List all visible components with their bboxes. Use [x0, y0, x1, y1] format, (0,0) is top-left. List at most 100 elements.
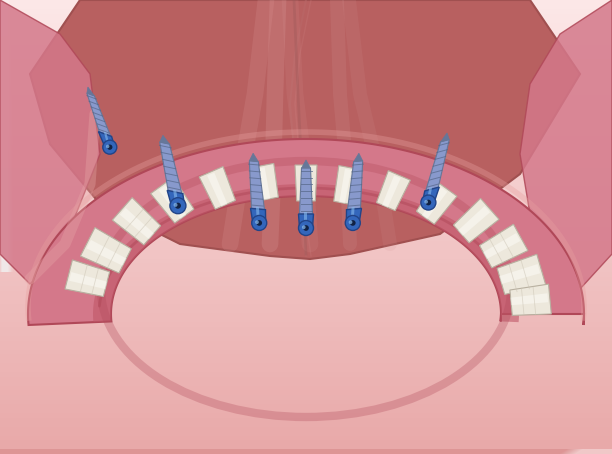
Circle shape: [303, 225, 309, 231]
Polygon shape: [86, 240, 126, 266]
Bar: [0, 186, 612, 191]
Circle shape: [421, 195, 436, 210]
Bar: [0, 241, 612, 245]
Bar: [0, 236, 612, 241]
Bar: [0, 272, 612, 277]
Bar: [1, 0, 9, 272]
Bar: [6, 0, 13, 272]
Bar: [0, 0, 612, 3]
Bar: [0, 281, 612, 286]
Polygon shape: [151, 177, 194, 223]
Bar: [1, 0, 9, 272]
Bar: [0, 286, 612, 291]
Polygon shape: [422, 187, 439, 204]
Bar: [0, 0, 612, 4]
Bar: [6, 0, 14, 272]
Bar: [7, 0, 15, 272]
Bar: [0, 0, 612, 2]
Bar: [3, 0, 11, 272]
Bar: [0, 259, 612, 263]
Bar: [0, 64, 612, 68]
Bar: [4, 0, 12, 272]
Bar: [0, 0, 612, 4]
Bar: [0, 86, 612, 91]
Bar: [0, 0, 612, 1]
Bar: [0, 45, 612, 50]
Bar: [7, 0, 15, 272]
Bar: [3, 0, 11, 272]
Bar: [2, 0, 10, 272]
Bar: [0, 268, 612, 272]
Bar: [0, 145, 612, 150]
Bar: [0, 0, 612, 5]
Bar: [0, 0, 612, 5]
Polygon shape: [483, 233, 520, 259]
Bar: [4, 0, 12, 272]
Bar: [2, 0, 10, 272]
Bar: [0, 0, 612, 2]
Bar: [5, 0, 12, 272]
Bar: [1, 0, 9, 272]
Bar: [0, 0, 612, 5]
Bar: [2, 0, 10, 272]
Bar: [0, 136, 612, 141]
Polygon shape: [173, 189, 178, 204]
Bar: [0, 0, 612, 5]
Bar: [2, 0, 10, 272]
Bar: [0, 14, 612, 18]
Bar: [0, 254, 612, 259]
Polygon shape: [416, 181, 457, 224]
Polygon shape: [479, 224, 528, 268]
Bar: [0, 0, 612, 3]
Polygon shape: [80, 227, 132, 273]
Bar: [0, 23, 612, 27]
Bar: [0, 0, 612, 2]
Bar: [0, 377, 612, 381]
Bar: [0, 413, 612, 418]
Bar: [6, 0, 13, 272]
Bar: [0, 150, 612, 154]
Bar: [0, 0, 612, 1]
Bar: [1, 0, 9, 272]
Bar: [0, 0, 612, 5]
Polygon shape: [382, 175, 401, 207]
Bar: [0, 68, 612, 73]
Bar: [0, 0, 612, 3]
Bar: [0, 345, 612, 350]
Bar: [1, 0, 8, 272]
Bar: [0, 0, 612, 3]
Bar: [0, 59, 612, 64]
Bar: [2, 0, 10, 272]
Bar: [0, 0, 612, 5]
Bar: [7, 0, 15, 272]
Bar: [0, 163, 612, 168]
Bar: [1, 0, 9, 272]
Bar: [0, 0, 7, 272]
Bar: [0, 359, 612, 363]
Bar: [0, 0, 612, 1]
Bar: [4, 0, 11, 272]
Polygon shape: [28, 139, 584, 325]
Polygon shape: [207, 173, 228, 207]
Circle shape: [255, 220, 259, 224]
Polygon shape: [339, 169, 351, 203]
Bar: [6, 0, 13, 272]
Bar: [0, 0, 612, 5]
Bar: [0, 0, 612, 1]
Bar: [5, 0, 13, 272]
Bar: [0, 354, 612, 359]
Bar: [0, 0, 612, 5]
Bar: [0, 0, 612, 5]
Polygon shape: [159, 185, 186, 219]
Polygon shape: [199, 167, 236, 209]
Circle shape: [107, 144, 113, 150]
Bar: [6, 0, 13, 272]
Bar: [0, 395, 612, 400]
Polygon shape: [497, 254, 546, 294]
Bar: [0, 159, 612, 163]
Bar: [0, 0, 612, 1]
Polygon shape: [99, 132, 116, 149]
Polygon shape: [87, 93, 111, 136]
Bar: [0, 209, 612, 213]
Bar: [2, 0, 10, 272]
